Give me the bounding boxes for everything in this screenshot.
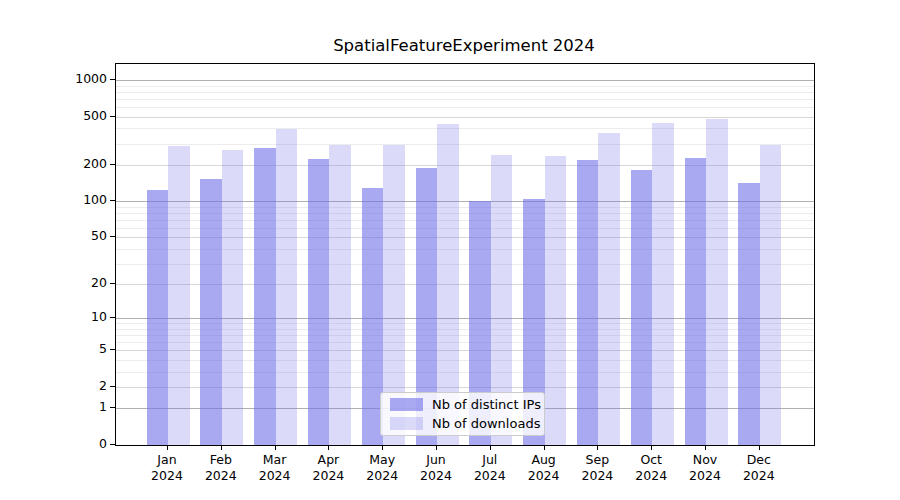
y-tick-label: 2 [47,378,107,394]
x-tick-label: Aug 2024 [513,452,575,484]
bar-downloads-aug [545,156,567,445]
bar-distinct-ips-jan [147,190,169,445]
y-tick [110,79,115,80]
x-tick [759,445,760,450]
x-tick-label: Sep 2024 [566,452,628,484]
y-gridline [116,117,814,118]
x-tick [167,445,168,450]
y-tick [110,407,115,408]
legend-label-downloads: Nb of downloads [432,416,540,431]
y-tick [110,236,115,237]
y-tick-label: 200 [47,156,107,172]
x-tick [651,445,652,450]
bar-downloads-sep [598,133,620,445]
x-tick-label: Oct 2024 [620,452,682,484]
y-tick-label: 5 [47,341,107,357]
x-tick-label: Nov 2024 [674,452,736,484]
y-tick-label: 1 [47,399,107,415]
legend: Nb of distinct IPs Nb of downloads [380,392,545,436]
y-tick-label: 50 [47,228,107,244]
bar-downloads-jan [168,146,190,445]
x-tick-label: Dec 2024 [728,452,790,484]
bar-distinct-ips-mar [254,148,276,445]
figure: SpatialFeatureExperiment 2024 1000500200… [0,0,900,500]
legend-label-distinct-ips: Nb of distinct IPs [432,397,541,412]
x-tick-label: Jul 2024 [459,452,521,484]
bar-distinct-ips-oct [631,170,653,445]
x-tick-label: Mar 2024 [244,452,306,484]
bar-downloads-nov [706,119,728,445]
bar-downloads-oct [652,123,674,445]
x-tick [275,445,276,450]
y-tick-label: 10 [47,309,107,325]
x-tick [328,445,329,450]
x-tick [490,445,491,450]
x-tick [436,445,437,450]
bar-distinct-ips-dec [738,183,760,445]
x-tick [382,445,383,450]
y-tick-label: 0 [47,436,107,452]
y-gridline-minor [116,92,814,93]
legend-swatch-distinct-ips [390,398,423,411]
bar-distinct-ips-feb [200,179,222,445]
y-tick [110,444,115,445]
legend-swatch-downloads [390,417,423,430]
bar-distinct-ips-nov [685,158,707,445]
x-tick [221,445,222,450]
x-tick [705,445,706,450]
x-tick-label: Jun 2024 [405,452,467,484]
bar-downloads-dec [760,145,782,445]
y-tick [110,349,115,350]
y-tick-label: 20 [47,275,107,291]
x-tick-label: Feb 2024 [190,452,252,484]
legend-item-distinct-ips: Nb of distinct IPs [390,397,544,412]
y-tick [110,164,115,165]
y-tick [110,200,115,201]
x-tick [544,445,545,450]
y-gridline-minor [116,86,814,87]
x-tick [597,445,598,450]
y-tick [110,317,115,318]
y-gridline-minor [116,107,814,108]
bar-distinct-ips-sep [577,160,599,445]
x-tick-label: Jan 2024 [136,452,198,484]
y-gridline-major [116,80,814,81]
legend-item-downloads: Nb of downloads [390,416,544,431]
bar-downloads-feb [222,150,244,445]
x-tick-label: May 2024 [351,452,413,484]
y-tick [110,283,115,284]
plot-area [115,63,815,446]
y-tick [110,386,115,387]
y-tick-label: 500 [47,108,107,124]
y-tick [110,116,115,117]
y-tick-label: 100 [47,192,107,208]
y-tick-label: 1000 [47,71,107,87]
y-gridline-minor [116,99,814,100]
x-tick-label: Apr 2024 [297,452,359,484]
chart-title: SpatialFeatureExperiment 2024 [115,36,813,55]
bar-downloads-mar [276,129,298,445]
bar-downloads-apr [329,145,351,445]
bar-distinct-ips-apr [308,159,330,445]
